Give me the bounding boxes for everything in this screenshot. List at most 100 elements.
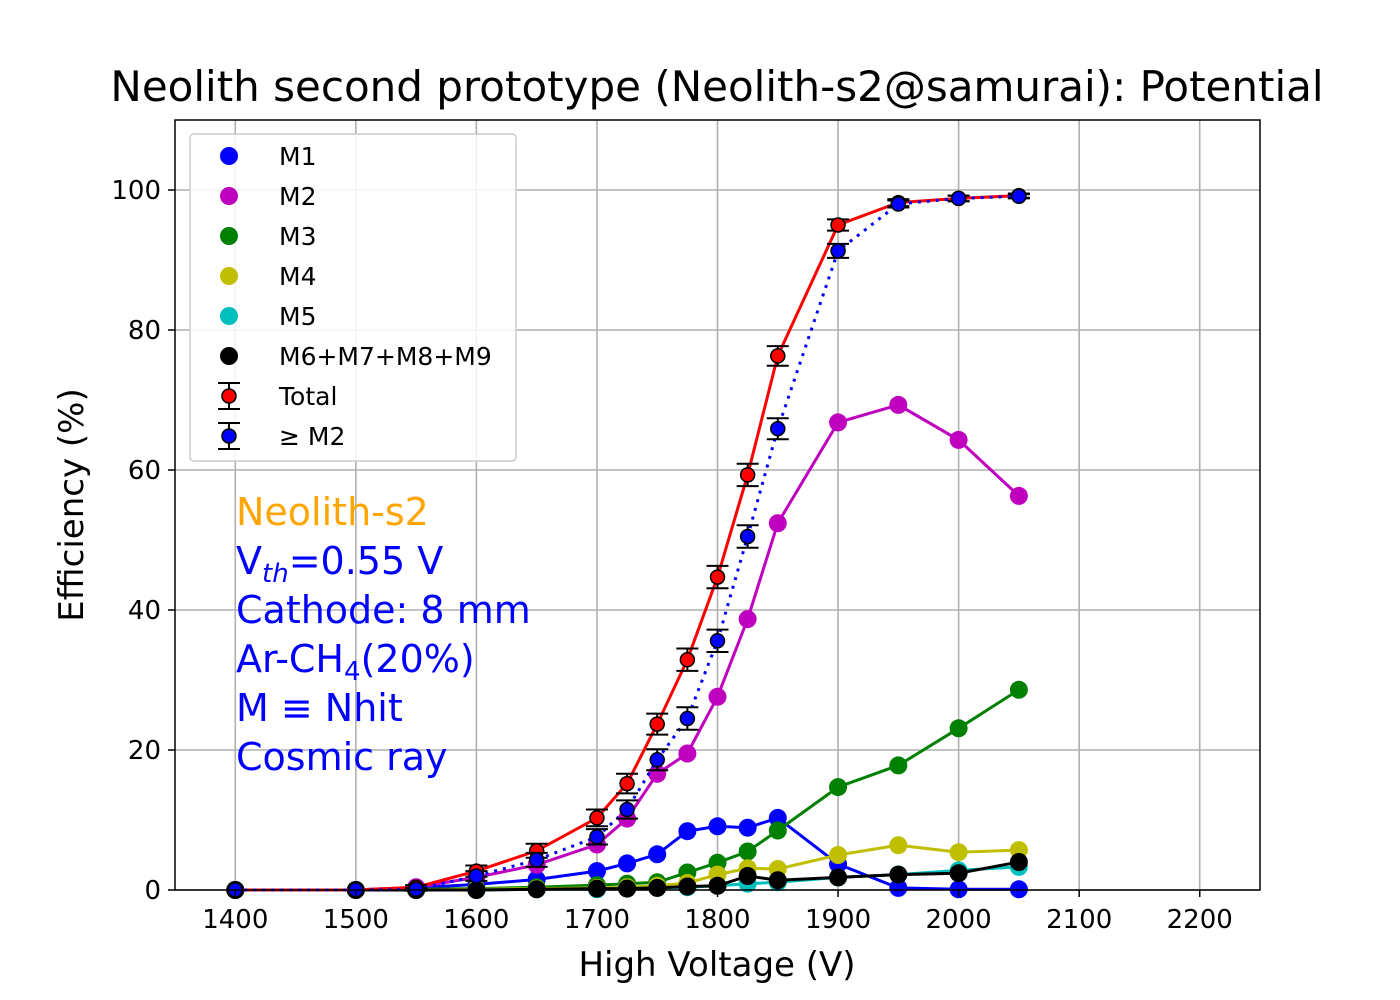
data-point xyxy=(649,716,665,732)
legend-marker xyxy=(220,307,238,325)
legend-marker xyxy=(220,347,238,365)
legend-label: M5 xyxy=(279,302,316,331)
y-tick-label: 20 xyxy=(128,736,161,766)
data-point xyxy=(739,467,756,483)
chart-title: Neolith second prototype (Neolith-s2@sam… xyxy=(110,62,1323,111)
data-point xyxy=(619,801,635,818)
annotation-subscript: th xyxy=(262,559,289,589)
legend-item: Total xyxy=(218,382,337,411)
data-point xyxy=(949,843,968,862)
data-point xyxy=(889,878,908,897)
data-point xyxy=(1009,486,1028,505)
data-point xyxy=(889,865,908,884)
legend-item: M1 xyxy=(220,142,316,171)
data-point xyxy=(829,778,848,797)
legend-marker xyxy=(221,428,237,444)
data-point xyxy=(678,822,697,841)
data-point xyxy=(587,862,606,881)
data-point xyxy=(829,868,848,887)
data-point xyxy=(768,871,787,890)
legend-label: M4 xyxy=(279,262,316,291)
data-point xyxy=(830,243,846,259)
data-point xyxy=(770,420,786,437)
data-point xyxy=(949,864,968,883)
data-point xyxy=(678,877,697,896)
data-point xyxy=(738,610,757,629)
x-axis-label: High Voltage (V) xyxy=(578,945,855,985)
legend-marker xyxy=(221,388,237,404)
annotation-tail: =0.55 V xyxy=(289,539,444,583)
data-point xyxy=(950,190,967,207)
data-point xyxy=(708,817,727,836)
y-tick-label: 80 xyxy=(128,316,161,346)
data-point xyxy=(589,810,605,826)
x-tick-label: 1800 xyxy=(684,905,750,935)
data-point xyxy=(679,710,696,727)
legend-label: Total xyxy=(278,382,337,411)
x-tick-label: 1500 xyxy=(323,905,389,935)
annotation-line: Vth=0.55 V xyxy=(236,539,443,589)
legend-box xyxy=(189,133,517,462)
data-point xyxy=(468,868,485,884)
data-point xyxy=(739,528,756,545)
annotation-tail: (20%) xyxy=(361,637,475,681)
legend-marker xyxy=(220,147,238,165)
legend-item: M6+M7+M8+M9 xyxy=(220,342,492,371)
data-point xyxy=(678,744,697,763)
legend-marker xyxy=(220,187,238,205)
data-point xyxy=(1011,188,1027,205)
data-point xyxy=(528,852,545,868)
series-7 xyxy=(227,187,1030,898)
data-point xyxy=(890,196,907,212)
y-tick-label: 60 xyxy=(128,456,161,486)
data-point xyxy=(648,845,667,864)
x-tick-label: 1400 xyxy=(202,905,268,935)
annotation-line: Cathode: 8 mm xyxy=(236,588,531,632)
y-tick-label: 0 xyxy=(144,876,161,906)
annotation-line: Neolith-s2 xyxy=(236,490,429,534)
y-tick-label: 40 xyxy=(128,596,161,626)
legend-item: M5 xyxy=(220,302,316,331)
x-tick-label: 1900 xyxy=(805,905,871,935)
data-point xyxy=(829,413,848,432)
data-point xyxy=(949,719,968,738)
annotation-line: M ≡ Nhit xyxy=(236,686,403,730)
legend-item: M2 xyxy=(220,182,316,211)
data-point xyxy=(738,867,757,885)
data-point xyxy=(738,842,757,861)
data-point xyxy=(708,687,727,706)
data-point xyxy=(768,514,787,533)
data-point xyxy=(770,348,786,364)
data-point xyxy=(649,752,665,768)
legend-label: M1 xyxy=(279,142,316,171)
legend-label: M3 xyxy=(279,222,316,251)
data-point xyxy=(830,217,846,233)
data-point xyxy=(1009,853,1028,871)
annotation-subscript: 4 xyxy=(344,657,361,687)
data-point xyxy=(587,879,606,898)
data-point xyxy=(648,878,667,897)
data-point xyxy=(829,846,848,864)
data-point xyxy=(1009,680,1028,699)
data-point xyxy=(889,395,908,414)
legend-label: M6+M7+M8+M9 xyxy=(279,342,492,371)
annotation-line: Cosmic ray xyxy=(236,735,448,779)
x-tick-label: 2200 xyxy=(1167,905,1233,935)
series-line xyxy=(235,403,1020,892)
legend-item: M3 xyxy=(220,222,316,251)
data-point xyxy=(709,569,726,585)
data-point xyxy=(709,633,726,649)
data-point xyxy=(679,651,696,668)
data-point xyxy=(619,775,635,792)
legend-label: M2 xyxy=(279,182,316,211)
data-point xyxy=(618,854,637,873)
x-tick-label: 1700 xyxy=(564,905,630,935)
legend-item: ≥ M2 xyxy=(218,422,345,451)
y-axis-label: Efficiency (%) xyxy=(52,388,92,621)
legend-marker xyxy=(220,227,238,245)
legend-label: ≥ M2 xyxy=(279,422,345,451)
x-tick-label: 1600 xyxy=(443,905,509,935)
data-point xyxy=(738,818,757,837)
